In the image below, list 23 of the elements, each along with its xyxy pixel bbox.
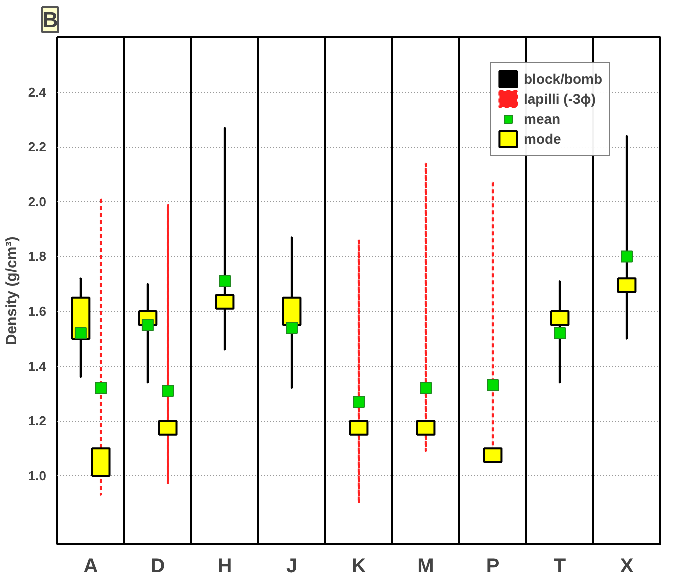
x-tick-label: D [150,556,166,578]
text: B [42,8,58,32]
x-tick-label: A [84,556,98,578]
y-tick-label: 1.4 [28,358,48,374]
x-tick-label: K [352,556,367,578]
y-axis-title: Density (g/cm³) [3,236,20,346]
y-tick-label: 1.2 [28,414,47,429]
y-tick-label: 1.8 [28,249,47,264]
legend-label: mean [524,111,561,127]
x-tick-label: H [218,556,232,578]
legend-label: lapilli (-3ϕ) [524,91,596,107]
y-tick-label: 2.0 [28,194,47,210]
x-tick-label: X [620,556,634,578]
y-tick-label: 2.2 [28,140,47,155]
x-tick-label: M [418,556,434,578]
legend-label: mode [524,131,562,147]
x-tick-label: P [486,556,500,578]
x-tick-label: J [286,556,298,578]
y-tick-label: 1.6 [28,304,47,320]
y-tick-label: 2.4 [28,84,48,100]
x-tick-label: T [554,556,566,578]
legend-label: block/bomb [524,71,603,87]
y-tick-label: 1.0 [28,468,47,484]
